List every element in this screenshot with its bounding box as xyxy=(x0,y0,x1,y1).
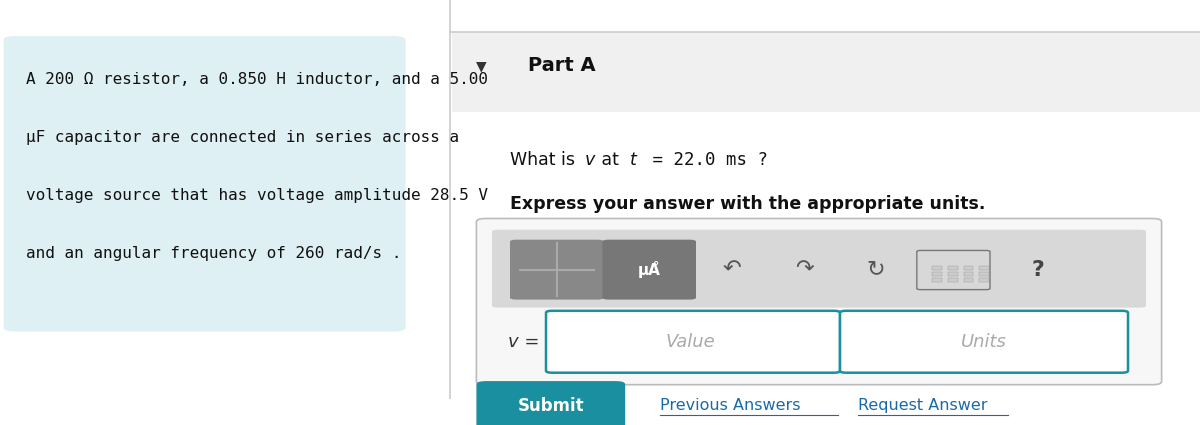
FancyBboxPatch shape xyxy=(602,240,696,300)
Text: and an angular frequency of 260 rad/s .: and an angular frequency of 260 rad/s . xyxy=(26,246,402,261)
Text: t: t xyxy=(630,151,637,169)
Text: voltage source that has voltage amplitude 28.5 V: voltage source that has voltage amplitud… xyxy=(26,188,488,203)
FancyBboxPatch shape xyxy=(840,311,1128,373)
FancyBboxPatch shape xyxy=(979,266,989,269)
Text: What is: What is xyxy=(510,151,581,169)
Text: ↻: ↻ xyxy=(866,260,886,280)
Text: μÅ: μÅ xyxy=(637,261,661,278)
Text: v =: v = xyxy=(508,332,539,351)
Text: A 200 Ω resistor, a 0.850 H inductor, and a 5.00: A 200 Ω resistor, a 0.850 H inductor, an… xyxy=(26,72,488,87)
FancyBboxPatch shape xyxy=(452,32,1200,112)
FancyBboxPatch shape xyxy=(546,311,840,373)
FancyBboxPatch shape xyxy=(476,218,1162,385)
FancyBboxPatch shape xyxy=(917,250,990,289)
FancyBboxPatch shape xyxy=(948,272,958,276)
FancyBboxPatch shape xyxy=(948,266,958,269)
Text: Value: Value xyxy=(665,332,715,351)
Text: Previous Answers: Previous Answers xyxy=(660,398,800,414)
FancyBboxPatch shape xyxy=(979,278,989,282)
Text: Part A: Part A xyxy=(528,57,595,75)
FancyBboxPatch shape xyxy=(492,230,1146,308)
FancyBboxPatch shape xyxy=(932,278,942,282)
FancyBboxPatch shape xyxy=(979,272,989,276)
FancyBboxPatch shape xyxy=(510,240,604,300)
FancyBboxPatch shape xyxy=(932,266,942,269)
Text: ▼: ▼ xyxy=(476,59,487,73)
FancyBboxPatch shape xyxy=(476,381,625,425)
FancyBboxPatch shape xyxy=(932,272,942,276)
Text: μF capacitor are connected in series across a: μF capacitor are connected in series acr… xyxy=(26,130,460,145)
Text: Request Answer: Request Answer xyxy=(858,398,988,414)
FancyBboxPatch shape xyxy=(948,278,958,282)
FancyBboxPatch shape xyxy=(4,36,406,332)
Text: v: v xyxy=(584,151,595,169)
FancyBboxPatch shape xyxy=(964,272,973,276)
Text: at: at xyxy=(596,151,625,169)
Text: = 22.0 ms ?: = 22.0 ms ? xyxy=(642,151,768,169)
Text: ↷: ↷ xyxy=(794,260,814,280)
FancyBboxPatch shape xyxy=(964,278,973,282)
Text: Submit: Submit xyxy=(517,397,584,415)
Text: ?: ? xyxy=(1032,260,1044,280)
FancyBboxPatch shape xyxy=(964,266,973,269)
Text: ↶: ↶ xyxy=(722,260,742,280)
Text: Units: Units xyxy=(961,332,1007,351)
Text: Express your answer with the appropriate units.: Express your answer with the appropriate… xyxy=(510,195,985,213)
